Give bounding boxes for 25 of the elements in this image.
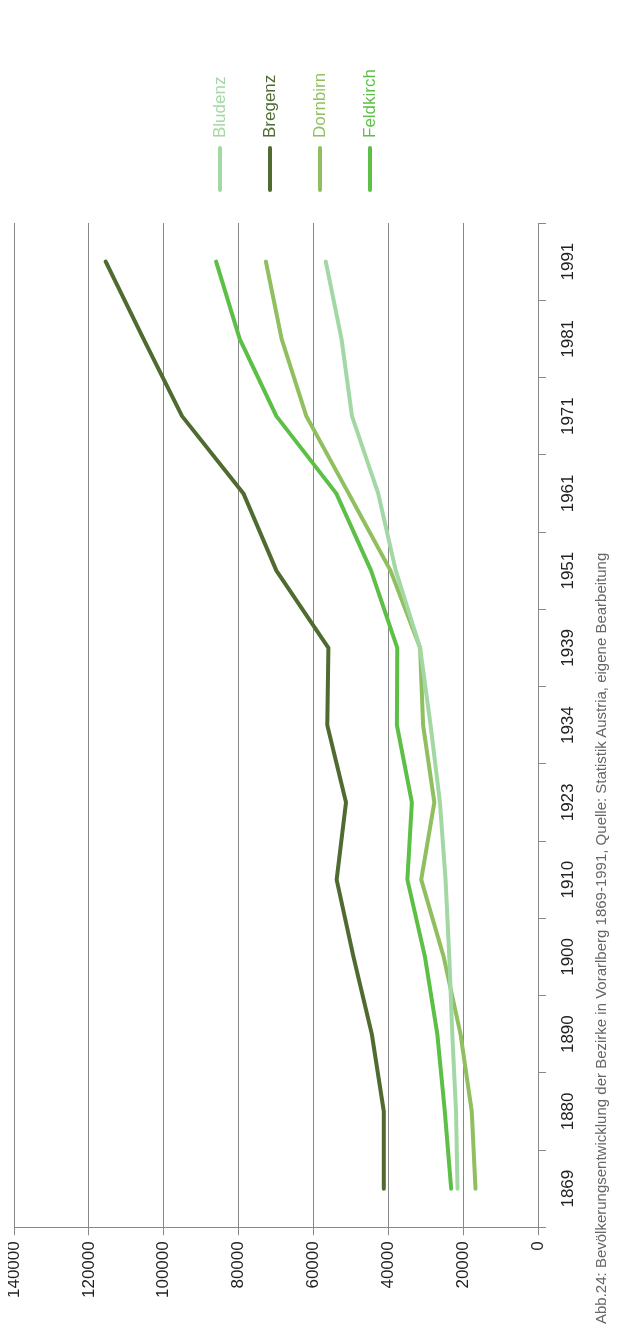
x-tick-label: 80000: [228, 1241, 248, 1289]
y-tick-label: 1900: [557, 937, 577, 976]
x-tick-label: 60000: [303, 1241, 323, 1289]
y-tick-label: 1981: [557, 319, 577, 358]
y-tick-label: 1961: [557, 474, 577, 513]
text: Bludenz: [209, 76, 229, 138]
x-tick-label: 40000: [377, 1241, 397, 1289]
y-tick-label: 1880: [557, 1092, 577, 1131]
y-tick-label: 1991: [557, 242, 577, 281]
x-tick-label: 0: [527, 1241, 547, 1251]
x-tick-label: 120000: [78, 1241, 98, 1299]
y-tick-label: 1971: [557, 397, 577, 436]
text: Bregenz: [259, 74, 279, 138]
x-tick-label: 100000: [153, 1241, 173, 1299]
y-tick-label: 1869: [557, 1169, 577, 1208]
y-tick-label: 1923: [557, 783, 577, 822]
y-tick-label: 1934: [557, 706, 577, 745]
y-tick-label: 1910: [557, 860, 577, 899]
x-tick-label: 20000: [452, 1241, 472, 1289]
text: Dornbirn: [309, 72, 329, 138]
y-tick-label: 1939: [557, 628, 577, 667]
text: Feldkirch: [359, 69, 379, 138]
caption: Abb.24: Bevölkerungsentwicklung der Bezirke in Vorarlberg 1869-1991, Quelle: Statistik Austria, eigene Bearbeitung: [592, 551, 609, 1324]
y-tick-label: 1951: [557, 551, 577, 590]
y-tick-label: 1890: [557, 1015, 577, 1054]
